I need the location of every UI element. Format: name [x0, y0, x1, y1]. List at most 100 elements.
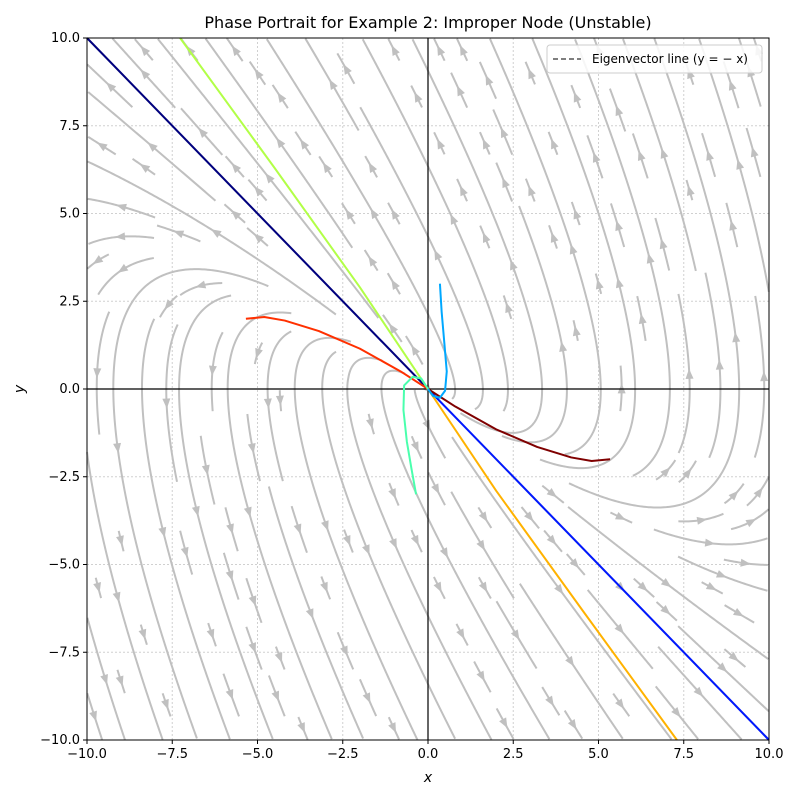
streamline-arrow [211, 229, 222, 238]
streamline-arrow [760, 371, 769, 382]
streamline-arrow [573, 208, 582, 220]
streamline [361, 38, 509, 412]
streamline-arrow [460, 185, 468, 197]
streamline-arrow [510, 629, 520, 641]
streamline-arrow [116, 535, 124, 546]
trajectories [86, 37, 770, 741]
streamline-arrow [646, 253, 655, 264]
streamline-arrow [615, 698, 625, 709]
streamline-arrow [343, 64, 352, 75]
streamline-arrow [482, 232, 491, 244]
streamline-arrow [247, 442, 256, 454]
streamline-arrow [460, 45, 468, 56]
trajectory [86, 37, 429, 390]
streamline-arrow [206, 628, 215, 640]
streamline-arrow [370, 208, 380, 220]
streamline-arrow [437, 138, 446, 150]
trajectory [179, 37, 429, 390]
streamline-arrow [510, 259, 518, 271]
streamline-arrow [614, 623, 624, 634]
streamline-arrow [476, 670, 485, 682]
streamline-arrow [300, 139, 310, 150]
streamline-arrow [569, 558, 580, 569]
streamline-arrow [637, 581, 648, 592]
streamline-arrow [89, 710, 97, 722]
streamline-arrow [659, 238, 668, 250]
streamline-arrow [736, 159, 745, 170]
streamline-arrow [208, 365, 217, 376]
streamline-arrow [362, 692, 371, 704]
streamline-arrow [715, 570, 727, 578]
streamline-arrow [450, 214, 459, 225]
streamline-arrow [615, 105, 624, 117]
streamline-arrow [637, 150, 646, 162]
streamline-arrow [728, 490, 739, 501]
streamline-arrow [573, 91, 582, 103]
y-tick-label: −10.0 [40, 733, 80, 748]
streamline-arrow [729, 220, 738, 231]
streamline-arrow [225, 570, 234, 582]
streamline-arrow [550, 232, 559, 243]
trajectory [427, 283, 448, 399]
x-axis-label: x [423, 770, 433, 786]
streamline-arrow [693, 686, 704, 697]
streamline-arrow [139, 163, 151, 173]
streamline-arrow [476, 539, 485, 551]
streamline-arrow [753, 487, 763, 498]
streamline [293, 336, 419, 741]
streamline-arrow [660, 604, 671, 615]
chart-title: Phase Portrait for Example 2: Improper N… [204, 13, 651, 32]
streamline-arrow [225, 688, 234, 700]
streamline-arrow [389, 538, 397, 549]
streamline-arrow [320, 581, 328, 593]
streamline-arrow [275, 395, 284, 406]
legend: Eigenvector line (y = − x) [546, 44, 763, 74]
streamline-arrow [388, 722, 396, 733]
streamline-arrow [686, 185, 695, 197]
streamline-arrow [696, 516, 708, 525]
streamline-arrow [615, 277, 624, 289]
streamline-arrow [439, 547, 448, 558]
streamline-arrow [112, 591, 121, 603]
streamline-arrow [255, 347, 263, 359]
streamline [411, 38, 544, 434]
x-tick-label: −7.5 [156, 747, 188, 762]
streamline-arrow [147, 142, 158, 152]
y-tick-label: 2.5 [59, 294, 80, 309]
streamline-arrow [201, 464, 210, 476]
streamlines [86, 37, 770, 741]
streamline-arrow [545, 695, 554, 707]
streamline-arrow [100, 674, 108, 685]
streamline-arrow [660, 467, 671, 478]
streamline-arrow [164, 299, 174, 310]
streamline [531, 38, 637, 470]
streamline-arrow [345, 209, 355, 220]
streamline-arrow [500, 127, 509, 139]
streamline-arrow [482, 138, 491, 150]
streamline-arrow [411, 345, 420, 356]
streamline-arrow [248, 642, 256, 653]
streamline-arrow [706, 150, 714, 161]
streamline-arrow [595, 278, 604, 290]
streamline-arrow [97, 142, 108, 152]
streamline-arrow [254, 68, 264, 80]
y-tick-label: 7.5 [59, 119, 80, 134]
streamline-arrow [704, 538, 716, 547]
y-tick-label: 10.0 [51, 31, 80, 46]
streamline-arrow [243, 506, 252, 518]
streamline-arrow [745, 518, 757, 528]
legend-label: Eigenvector line (y = − x) [592, 52, 748, 66]
streamline-arrow [717, 662, 728, 673]
streamline-arrow [638, 313, 647, 325]
streamline-arrow [93, 368, 102, 379]
streamline-arrow [231, 162, 242, 174]
streamline [266, 330, 292, 482]
streamline-arrow [414, 92, 423, 103]
streamline-arrow [457, 85, 465, 97]
streamline-arrow [715, 359, 724, 370]
streamline-arrow [572, 325, 581, 337]
streamline-arrow [180, 546, 189, 558]
streamline-arrow [685, 368, 694, 379]
streamline-arrow [173, 230, 185, 239]
streamline-arrow [226, 523, 234, 535]
